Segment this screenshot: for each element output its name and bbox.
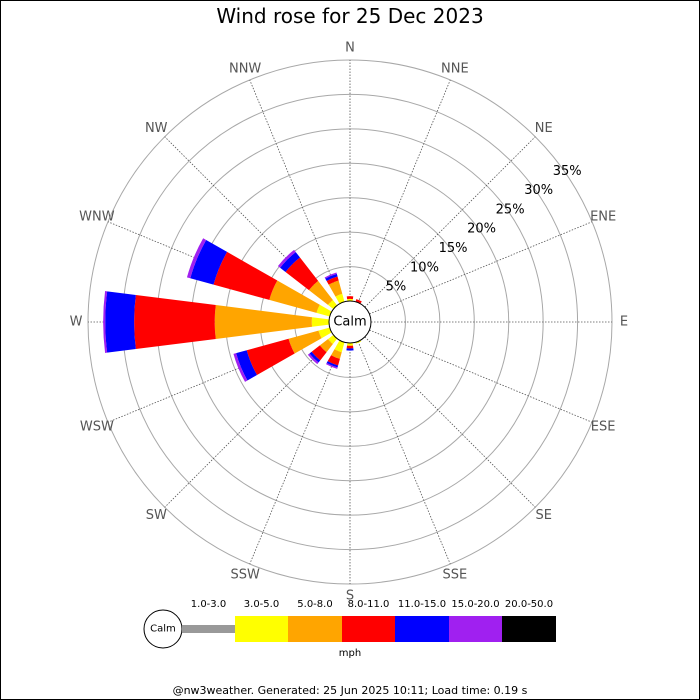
ring-label-7: 35% <box>553 164 582 179</box>
spoke-ne <box>364 136 536 308</box>
legend-swatch-4 <box>342 616 395 642</box>
direction-label-e: E <box>620 315 628 330</box>
direction-label-n: N <box>345 41 355 56</box>
bar-nne-bin-4 <box>355 299 362 304</box>
bar-nnw-bin-5 <box>325 273 338 282</box>
legend-label-7: 20.0-50.0 <box>505 599 553 610</box>
direction-label-sw: SW <box>146 508 167 523</box>
chart-title: Wind rose for 25 Dec 2023 <box>216 4 484 28</box>
bar-s-bin-4 <box>346 345 354 349</box>
bar-nw-bin-5 <box>280 252 300 272</box>
ring-label-1: 5% <box>386 280 407 295</box>
spoke-se <box>364 336 536 508</box>
ring-label-5: 25% <box>496 202 525 217</box>
direction-label-wsw: WSW <box>80 419 114 434</box>
bar-w-bin-3 <box>214 305 313 339</box>
direction-label-nnw: NNW <box>229 61 261 76</box>
bar-ssw-bin-5 <box>326 361 339 368</box>
bar-n-bin-4 <box>346 296 354 300</box>
bar-nw-bin-6 <box>277 249 296 268</box>
bar-nnw-bin-2 <box>335 293 345 304</box>
spoke-ene <box>369 221 593 315</box>
direction-label-sse: SSE <box>442 568 467 583</box>
bar-wnw-bin-2 <box>316 304 332 317</box>
bar-sw-bin-5 <box>309 351 321 363</box>
bar-sw-bin-6 <box>307 353 319 365</box>
legend-unit: mph <box>339 648 361 659</box>
calm-circle <box>328 300 372 344</box>
direction-label-ne: NE <box>535 121 553 136</box>
ring-label-6: 30% <box>524 183 553 198</box>
direction-label-w: W <box>70 315 83 330</box>
bar-wsw-bin-6 <box>233 353 248 382</box>
bar-wnw-bin-5 <box>190 239 228 285</box>
ring-label-2: 10% <box>410 260 439 275</box>
footer-text: @nw3weather. Generated: 25 Jun 2025 10:1… <box>172 684 528 697</box>
legend-swatch-3 <box>288 616 342 642</box>
ring-label-4: 20% <box>467 222 496 237</box>
bar-sw-bin-4 <box>311 345 327 361</box>
direction-label-nne: NNE <box>441 61 469 76</box>
bar-wsw-bin-3 <box>288 330 322 354</box>
legend-label-3: 5.0-8.0 <box>297 599 332 610</box>
direction-label-se: SE <box>536 508 552 523</box>
direction-label-wnw: WNW <box>79 210 115 225</box>
legend-swatch-7 <box>502 616 556 642</box>
bar-s-bin-2 <box>347 342 353 346</box>
legend-label-1: 1.0-3.0 <box>191 599 226 610</box>
legend-label-6: 15.0-20.0 <box>451 599 499 610</box>
direction-label-s: S <box>346 589 354 604</box>
spoke-nnw <box>249 79 343 303</box>
spoke-sse <box>357 341 451 565</box>
spoke-sw <box>164 336 336 508</box>
bar-wnw-bin-6 <box>186 238 207 279</box>
bar-wnw-bin-4 <box>213 251 278 300</box>
bar-ssw-bin-3 <box>331 349 342 359</box>
bar-w-bin-2 <box>311 317 330 327</box>
bar-wsw-bin-5 <box>236 350 257 381</box>
spoke-ese <box>369 329 593 423</box>
legend-swatch-6 <box>449 616 502 642</box>
direction-label-ese: ESE <box>591 419 616 434</box>
legend-swatch-5 <box>395 616 449 642</box>
legend-label-5: 11.0-15.0 <box>398 599 446 610</box>
legend-label-2: 3.0-5.0 <box>244 599 279 610</box>
direction-label-ene: ENE <box>590 210 616 225</box>
calm-label: Calm <box>333 315 366 330</box>
legend-label-4: 8.0-11.0 <box>348 599 390 610</box>
direction-label-nw: NW <box>145 121 168 136</box>
bar-nnw-bin-6 <box>324 272 337 279</box>
spoke-nne <box>357 79 451 303</box>
ring-label-3: 15% <box>439 241 468 256</box>
bar-w-bin-5 <box>105 291 136 353</box>
bar-wnw-bin-3 <box>269 280 320 313</box>
bar-nw-bin-4 <box>285 257 319 291</box>
bar-ssw-bin-2 <box>334 340 345 353</box>
bar-nnw-bin-3 <box>328 280 343 297</box>
legend-swatch-1 <box>182 625 235 633</box>
bar-ssw-bin-6 <box>325 362 338 369</box>
bar-s-bin-5 <box>346 348 354 351</box>
bar-wsw-bin-4 <box>246 338 295 376</box>
legend-calm-label: Calm <box>150 624 176 635</box>
bar-wsw-bin-2 <box>318 327 332 339</box>
direction-label-ssw: SSW <box>230 568 260 583</box>
bar-ssw-bin-4 <box>327 355 340 366</box>
bar-sw-bin-3 <box>319 339 333 353</box>
bar-w-bin-6 <box>103 291 108 353</box>
spoke-ssw <box>249 341 343 565</box>
legend-swatch-2 <box>235 616 288 642</box>
bar-nnw-bin-4 <box>326 276 339 285</box>
bar-nw-bin-3 <box>308 280 333 305</box>
bar-w-bin-4 <box>134 294 216 350</box>
